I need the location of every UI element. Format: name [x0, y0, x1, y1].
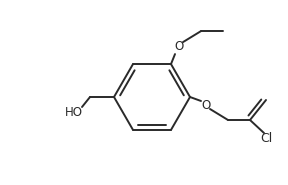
Text: O: O	[174, 40, 184, 53]
Text: Cl: Cl	[260, 132, 272, 144]
Text: HO: HO	[65, 105, 83, 119]
Text: O: O	[201, 98, 211, 112]
